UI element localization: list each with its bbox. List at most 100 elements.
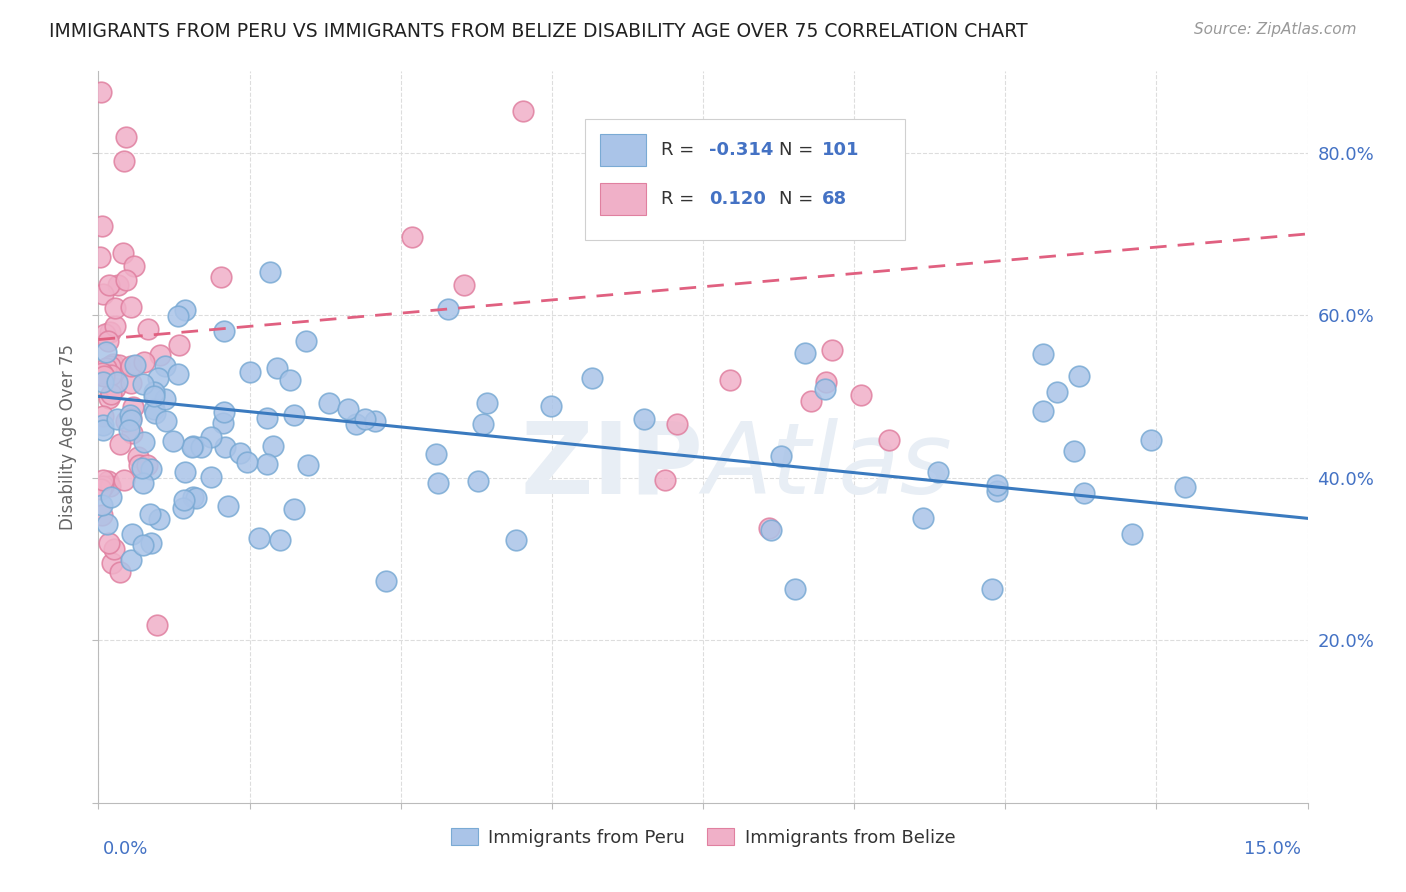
Point bbox=[167, 338, 190, 352]
Point bbox=[167, 309, 190, 323]
Point bbox=[181, 490, 204, 504]
Point bbox=[1032, 403, 1054, 417]
Text: Atlas: Atlas bbox=[703, 417, 952, 515]
Point bbox=[425, 447, 447, 461]
Point bbox=[262, 439, 284, 453]
Point bbox=[1139, 433, 1161, 447]
Point bbox=[912, 511, 935, 525]
Point bbox=[120, 376, 142, 390]
Point bbox=[98, 325, 121, 339]
Point bbox=[228, 446, 250, 460]
Point bbox=[114, 273, 136, 287]
Point bbox=[98, 391, 121, 405]
Point bbox=[94, 345, 117, 359]
Point bbox=[131, 460, 153, 475]
Point bbox=[266, 361, 288, 376]
Point bbox=[91, 219, 114, 234]
Point bbox=[149, 348, 172, 362]
Point bbox=[131, 538, 153, 552]
Point bbox=[90, 367, 112, 381]
Point bbox=[94, 360, 117, 375]
Point bbox=[471, 417, 494, 432]
Point bbox=[127, 450, 149, 465]
Point bbox=[980, 582, 1002, 597]
Point bbox=[174, 465, 197, 479]
Point bbox=[132, 355, 155, 369]
Point bbox=[337, 401, 360, 416]
Point bbox=[256, 457, 278, 471]
Point bbox=[101, 357, 124, 371]
Point bbox=[91, 409, 114, 423]
Point bbox=[1121, 527, 1143, 541]
Point bbox=[295, 334, 318, 349]
Point bbox=[283, 501, 305, 516]
Point bbox=[97, 278, 120, 293]
Point bbox=[132, 476, 155, 491]
Point bbox=[212, 405, 235, 419]
Point bbox=[364, 413, 387, 427]
Text: 101: 101 bbox=[821, 141, 859, 160]
Point bbox=[794, 346, 817, 360]
Point bbox=[120, 552, 142, 566]
Point bbox=[239, 365, 262, 379]
Point bbox=[200, 429, 222, 443]
Point bbox=[148, 512, 170, 526]
Point bbox=[800, 394, 823, 409]
Point bbox=[172, 500, 194, 515]
Point bbox=[278, 373, 301, 387]
Point bbox=[269, 533, 291, 548]
Point bbox=[986, 483, 1008, 498]
Point bbox=[100, 490, 122, 504]
Point bbox=[100, 368, 122, 383]
Point bbox=[173, 303, 195, 318]
Point bbox=[212, 416, 235, 430]
Point bbox=[115, 414, 138, 428]
Point bbox=[259, 264, 281, 278]
Point bbox=[120, 408, 142, 422]
Text: IMMIGRANTS FROM PERU VS IMMIGRANTS FROM BELIZE DISABILITY AGE OVER 75 CORRELATIO: IMMIGRANTS FROM PERU VS IMMIGRANTS FROM … bbox=[49, 22, 1028, 41]
Point bbox=[97, 474, 120, 488]
Point bbox=[96, 334, 118, 349]
Point bbox=[91, 375, 114, 389]
Point bbox=[103, 318, 125, 333]
Point bbox=[108, 437, 131, 451]
Point bbox=[1063, 444, 1085, 458]
Text: 0.0%: 0.0% bbox=[103, 840, 148, 858]
Point bbox=[318, 396, 340, 410]
Point bbox=[97, 535, 120, 549]
Point bbox=[212, 325, 235, 339]
Point bbox=[120, 300, 142, 314]
Point bbox=[135, 458, 157, 472]
Point bbox=[986, 478, 1008, 492]
Point bbox=[375, 574, 398, 588]
Point bbox=[184, 491, 207, 505]
Point bbox=[91, 418, 114, 433]
Point bbox=[173, 492, 195, 507]
Point bbox=[200, 470, 222, 484]
Point bbox=[927, 465, 949, 479]
Point bbox=[108, 565, 131, 579]
Point bbox=[256, 410, 278, 425]
Point bbox=[142, 384, 165, 399]
Point bbox=[155, 414, 177, 428]
Point bbox=[121, 526, 143, 541]
Point bbox=[814, 376, 837, 390]
Point bbox=[783, 582, 806, 596]
Point bbox=[128, 458, 150, 472]
Point bbox=[758, 521, 780, 535]
Point bbox=[142, 402, 165, 417]
Point bbox=[813, 382, 835, 396]
Y-axis label: Disability Age Over 75: Disability Age Over 75 bbox=[59, 344, 77, 530]
Point bbox=[142, 388, 165, 402]
Text: -0.314: -0.314 bbox=[709, 141, 773, 160]
Point bbox=[141, 461, 163, 475]
Point bbox=[91, 508, 114, 522]
Point bbox=[1067, 368, 1090, 383]
Point bbox=[297, 458, 319, 473]
Point bbox=[101, 556, 124, 570]
Point bbox=[136, 322, 159, 336]
Text: N =: N = bbox=[779, 141, 814, 160]
Point bbox=[218, 499, 240, 513]
Point bbox=[104, 381, 127, 395]
Point bbox=[134, 435, 156, 450]
